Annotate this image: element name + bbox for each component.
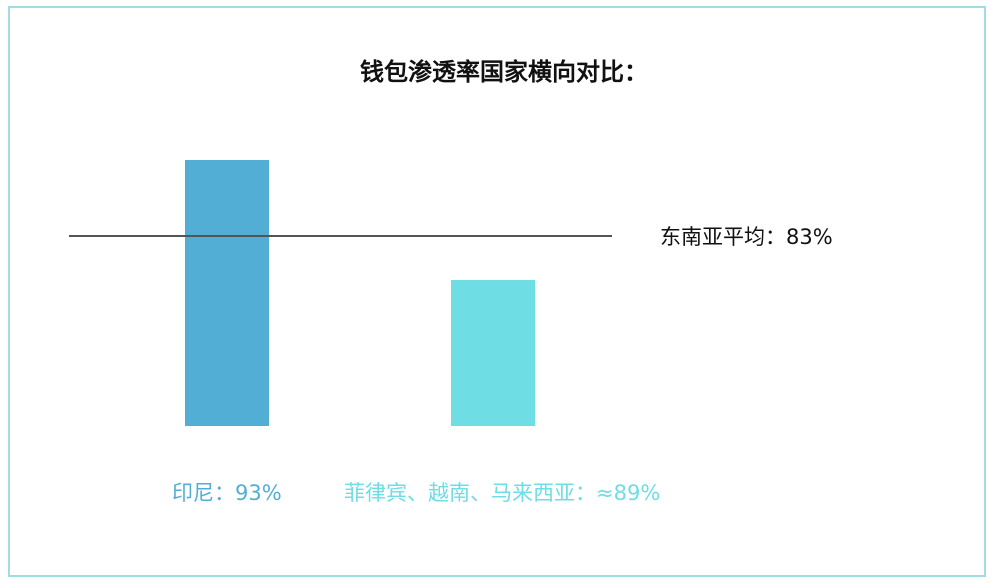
bar-1	[185, 160, 269, 426]
bar-label-1: 印尼：93%	[172, 481, 282, 505]
bars-group	[185, 160, 535, 426]
category-labels-group: 印尼：93% 菲律宾、越南、马来西亚：≈89%	[172, 481, 660, 505]
bar-label-2: 菲律宾、越南、马来西亚：≈89%	[344, 481, 660, 505]
chart-title: 钱包渗透率国家横向对比：	[360, 58, 648, 86]
average-label: 东南亚平均：83%	[660, 225, 833, 249]
bar-2	[451, 280, 535, 426]
